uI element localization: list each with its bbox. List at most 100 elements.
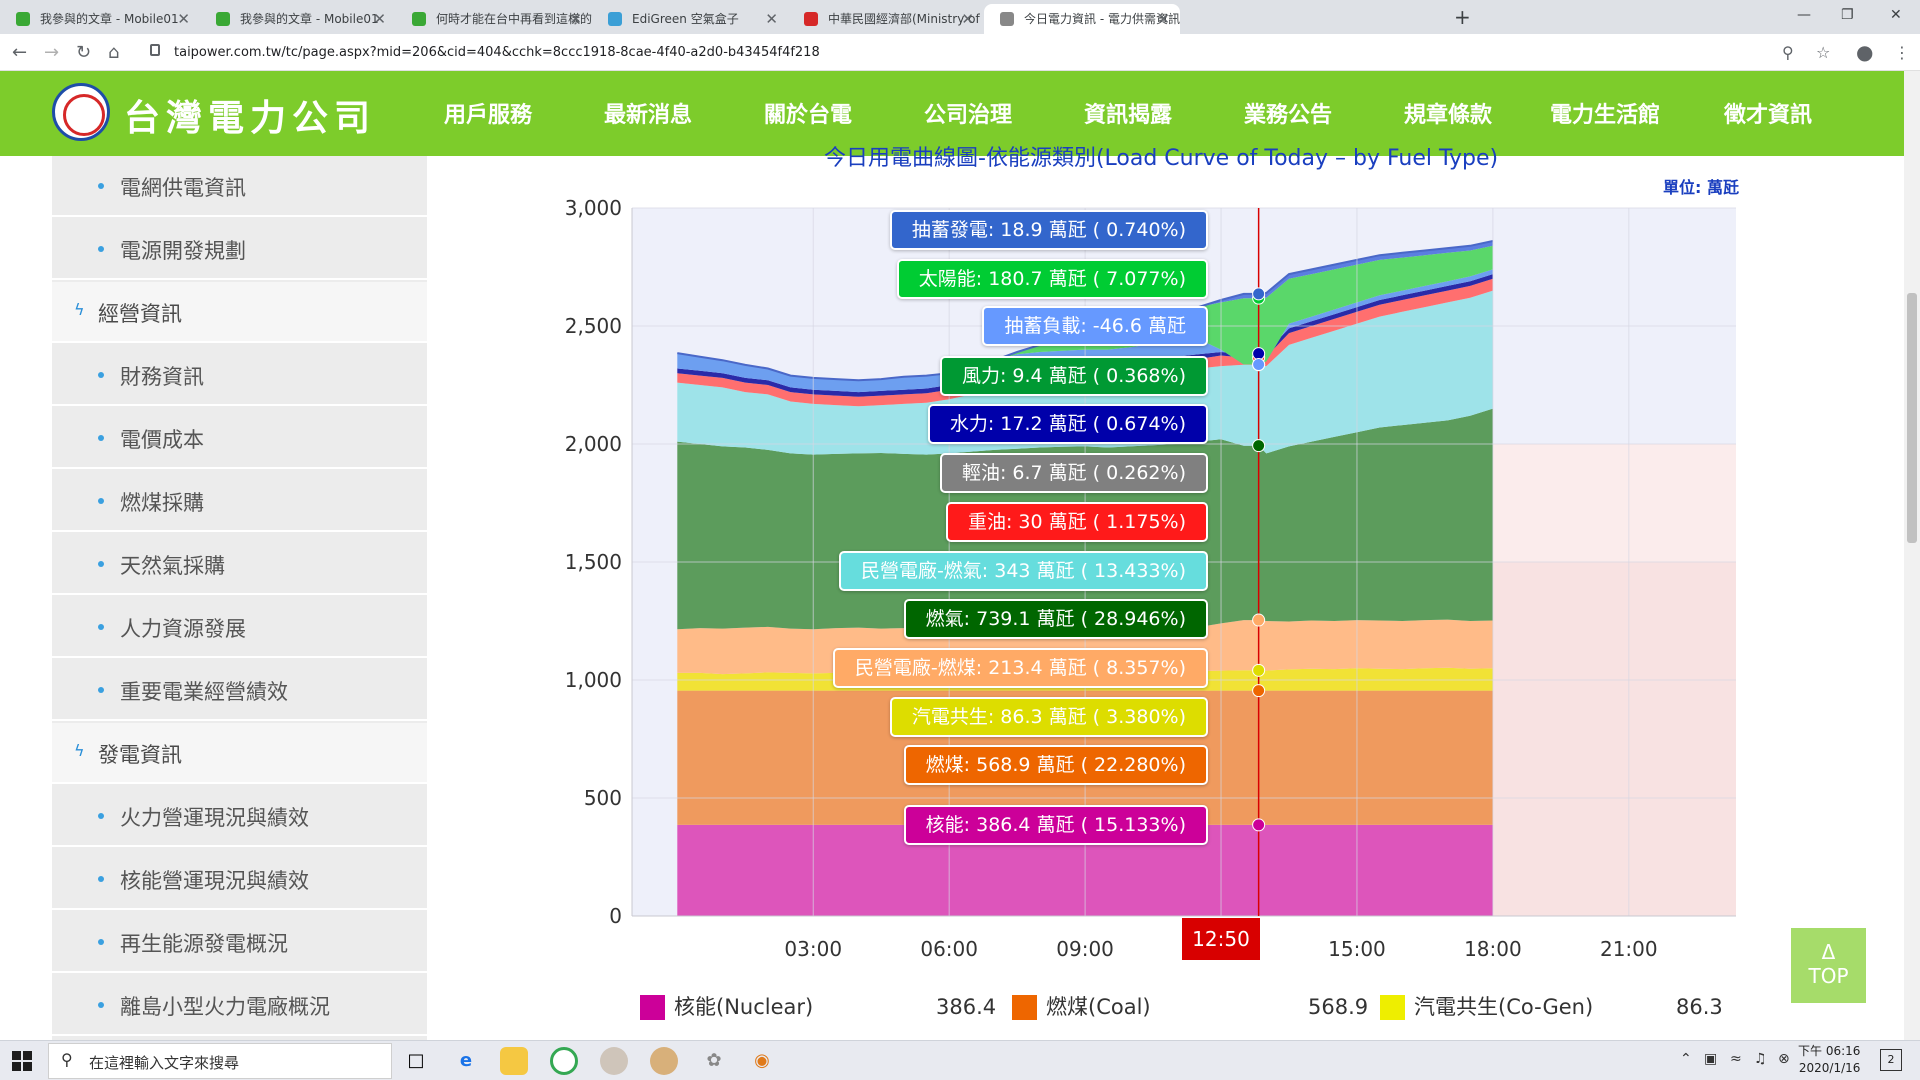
tooltip-entry: 水力: 17.2 萬瓩 ( 0.674%) (927, 404, 1208, 444)
reload-icon[interactable]: ↻ (76, 42, 92, 63)
nav-item[interactable]: 關於台電 (764, 103, 853, 128)
series-marker-pumped_gen[interactable] (1252, 287, 1266, 301)
url-field[interactable]: taipower.com.tw/tc/page.aspx?mid=206&cid… (140, 38, 1820, 67)
tab-title: 何時才能在台中再看到這樣的藍天 (436, 12, 592, 26)
url-text[interactable]: taipower.com.tw/tc/page.aspx?mid=206&cid… (174, 45, 820, 60)
volume-icon[interactable]: ♫ (1754, 1051, 1767, 1067)
zoom-icon[interactable]: ⚲ (1782, 43, 1794, 62)
sidebar-item[interactable]: 核能營運現況與績效 (52, 849, 427, 910)
scroll-thumb[interactable] (1907, 293, 1917, 543)
page-scrollbar[interactable] (1904, 71, 1920, 1040)
tab-close-icon[interactable]: ✕ (569, 10, 582, 28)
logo-text[interactable]: 台灣電力公司 (124, 97, 377, 139)
clock-date: 2020/1/16 (1798, 1061, 1861, 1075)
series-marker-hydro[interactable] (1252, 347, 1266, 361)
x-tick-label: 18:00 (1464, 937, 1522, 961)
series-marker-ipp_coal[interactable] (1252, 613, 1266, 627)
bookmark-star-icon[interactable]: ☆ (1816, 43, 1831, 62)
lightning-icon: ϟ (74, 741, 85, 760)
series-marker-coal[interactable] (1252, 684, 1266, 698)
bullet-icon (98, 813, 104, 819)
sidebar-item[interactable]: 重要電業經營績效 (52, 660, 427, 721)
nav-item[interactable]: 資訊揭露 (1084, 103, 1173, 128)
new-tab-button[interactable]: + (1454, 5, 1471, 29)
chrome-icon[interactable] (550, 1047, 578, 1075)
taskbar-search-placeholder[interactable]: 在這裡輸入文字來搜尋 (89, 1054, 240, 1072)
forecast-zone (1492, 562, 1736, 916)
sidebar-item[interactable]: 再生能源發電概況 (52, 912, 427, 973)
up-arrow-icon: Δ (1821, 940, 1836, 964)
windows-start-icon[interactable] (12, 1051, 32, 1071)
nav-item[interactable]: 最新消息 (604, 103, 693, 128)
file-explorer-icon[interactable] (500, 1047, 528, 1075)
browser-tab[interactable]: EdiGreen 空氣盒子 ✕ (592, 4, 788, 34)
sidebar-item[interactable]: 電源開發規劃 (52, 219, 427, 280)
browser-tab[interactable]: 今日電力資訊 - 電力供需資訊 - 台✕ (984, 4, 1180, 34)
sidebar-section[interactable]: ϟ 經營資訊 (52, 282, 427, 343)
nav-item[interactable]: 用戶服務 (444, 103, 533, 128)
bullet-icon (98, 624, 104, 630)
browser-tab[interactable]: 我參與的文章 - Mobile01 ✕ (200, 4, 396, 34)
legend-swatch (1012, 995, 1037, 1020)
app-icon-3[interactable]: ✿ (706, 1050, 722, 1071)
series-marker-pumped_load[interactable] (1252, 357, 1266, 371)
app-icon-2[interactable] (650, 1047, 678, 1075)
nav-item[interactable]: 公司治理 (924, 103, 1013, 128)
sidebar-item[interactable]: 電價成本 (52, 408, 427, 469)
forward-icon[interactable]: → (44, 42, 60, 63)
clock-time: 下午 06:16 (1798, 1044, 1861, 1058)
sidebar-item-label: 再生能源發電概況 (120, 932, 288, 956)
tray-chevron-icon[interactable]: ⌃ (1680, 1051, 1692, 1067)
sidebar-item[interactable]: 燃煤採購 (52, 471, 427, 532)
input-method-icon[interactable]: ⊗ (1778, 1051, 1790, 1067)
notification-center-icon[interactable]: 2 (1880, 1049, 1902, 1071)
tab-close-icon[interactable]: ✕ (961, 10, 974, 28)
sidebar-item[interactable]: 人力資源發展 (52, 597, 427, 658)
tab-close-icon[interactable]: ✕ (177, 10, 190, 28)
sidebar-section[interactable]: ϟ 發電資訊 (52, 723, 427, 784)
nav-item[interactable]: 電力生活館 (1550, 103, 1661, 128)
nav-item[interactable]: 規章條款 (1404, 103, 1493, 128)
close-window-button[interactable]: ✕ (1890, 7, 1902, 23)
edge-browser-icon[interactable]: e (459, 1050, 473, 1071)
sidebar-item[interactable]: 離島小型火力電廠概況 (52, 975, 427, 1036)
taipower-logo[interactable] (52, 83, 110, 141)
blender-icon[interactable]: ◉ (754, 1050, 770, 1071)
series-marker-nuclear[interactable] (1252, 818, 1266, 832)
tooltip-entry: 太陽能: 180.7 萬瓩 ( 7.077%) (896, 259, 1208, 299)
bullet-icon (98, 1002, 104, 1008)
taskbar-clock[interactable]: 下午 06:16 2020/1/16 (1798, 1043, 1860, 1077)
tab-favicon-icon (216, 12, 230, 26)
browser-tab[interactable]: 中華民國經濟部(Ministry of Eco✕ (788, 4, 984, 34)
legend-value: 386.4 (936, 995, 997, 1019)
sidebar-item[interactable]: 火力營運現況與績效 (52, 786, 427, 847)
nav-item[interactable]: 徵才資訊 (1724, 103, 1813, 128)
tab-close-icon[interactable]: ✕ (1157, 10, 1170, 28)
sidebar-item[interactable]: 財務資訊 (52, 345, 427, 406)
task-view-icon[interactable]: □ (407, 1050, 425, 1071)
wifi-icon[interactable]: ≈ (1730, 1051, 1742, 1067)
bullet-icon (98, 876, 104, 882)
tab-close-icon[interactable]: ✕ (765, 10, 778, 28)
address-bar: ← → ↻ ⌂ taipower.com.tw/tc/page.aspx?mid… (0, 34, 1920, 71)
home-icon[interactable]: ⌂ (108, 42, 120, 63)
browser-menu-icon[interactable]: ⋮ (1894, 43, 1910, 62)
minimize-button[interactable]: — (1797, 7, 1811, 23)
sidebar-item[interactable]: 電網供電資訊 (52, 156, 427, 217)
back-icon[interactable]: ← (12, 42, 28, 63)
profile-avatar-icon[interactable]: ● (1856, 40, 1874, 64)
series-marker-cogen[interactable] (1252, 663, 1266, 677)
sidebar-item[interactable]: 天然氣採購 (52, 534, 427, 595)
tab-close-icon[interactable]: ✕ (373, 10, 386, 28)
app-icon-1[interactable] (600, 1047, 628, 1075)
taskbar-search-box[interactable]: ⚲ 在這裡輸入文字來搜尋 (48, 1043, 392, 1079)
y-tick-label: 2,500 (565, 314, 622, 338)
nav-item[interactable]: 業務公告 (1244, 103, 1333, 128)
maximize-button[interactable]: ❐ (1841, 7, 1854, 23)
network-icon[interactable]: ▣ (1704, 1051, 1718, 1067)
series-marker-lng[interactable] (1252, 439, 1266, 453)
back-to-top-button[interactable]: Δ TOP (1791, 928, 1866, 1003)
bullet-icon (98, 498, 104, 504)
browser-tab[interactable]: 何時才能在台中再看到這樣的藍天✕ (396, 4, 592, 34)
browser-tab[interactable]: 我參與的文章 - Mobile01 ✕ (0, 4, 200, 34)
